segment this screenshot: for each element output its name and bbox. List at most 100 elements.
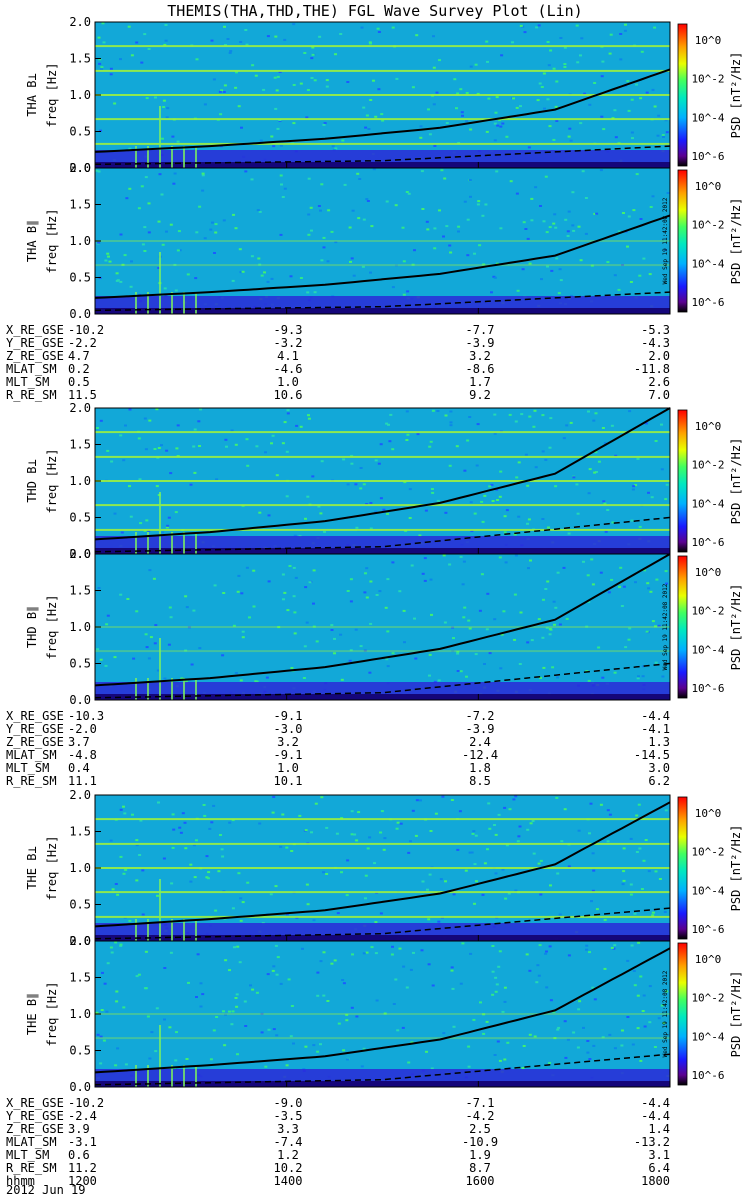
spectral-speckle <box>463 469 467 472</box>
ephemeris-value: 6.2 <box>648 774 670 788</box>
spectral-speckle <box>196 953 200 956</box>
transient-spike <box>135 146 137 168</box>
spectral-speckle <box>138 478 142 481</box>
spectral-speckle <box>302 677 306 679</box>
spectral-speckle <box>533 409 537 412</box>
spectral-speckle <box>97 587 101 589</box>
spectral-speckle <box>270 135 274 138</box>
spectral-speckle <box>443 177 447 180</box>
spectral-speckle <box>199 408 203 411</box>
footer-date: 2012 Jun 19 <box>6 1183 85 1197</box>
spectral-speckle <box>241 630 245 633</box>
spectral-speckle <box>275 973 279 976</box>
spectral-speckle <box>628 627 632 630</box>
spectral-speckle <box>350 462 354 465</box>
spectral-speckle <box>342 458 346 461</box>
spectral-speckle <box>451 987 455 990</box>
spectral-speckle <box>500 633 504 636</box>
spectral-speckle <box>635 814 639 817</box>
spectral-speckle <box>665 131 669 134</box>
spectral-speckle <box>554 105 558 108</box>
spectral-speckle <box>579 54 582 57</box>
spectral-speckle <box>540 86 544 88</box>
spectral-speckle <box>630 944 634 947</box>
spectral-speckle <box>306 903 310 906</box>
spectral-speckle <box>427 108 430 111</box>
spectral-speckle <box>384 606 388 609</box>
spectral-speckle <box>539 205 542 207</box>
colorbar-tick-label: 10^-4 <box>691 111 724 124</box>
spectral-speckle <box>594 451 598 454</box>
spectral-speckle <box>272 796 276 798</box>
spectral-speckle <box>370 225 374 228</box>
spectral-speckle <box>470 530 474 533</box>
spectral-speckle <box>429 440 433 443</box>
spectral-speckle <box>506 1041 510 1044</box>
spectral-speckle <box>532 852 536 855</box>
spectral-speckle <box>304 517 307 520</box>
spectral-speckle <box>534 466 538 469</box>
y-tick-label: 1.5 <box>69 584 91 598</box>
y-tick-label: 1.0 <box>69 474 91 488</box>
spectral-speckle <box>637 941 641 944</box>
spectral-speckle <box>476 203 480 206</box>
spectral-speckle <box>491 970 495 973</box>
spectral-speckle <box>285 450 289 453</box>
spectral-speckle <box>299 82 303 85</box>
ephemeris-name: Z_RE_GSE <box>6 1122 64 1136</box>
spectral-speckle <box>362 952 366 955</box>
spectral-speckle <box>491 500 495 502</box>
spectral-speckle <box>311 475 315 478</box>
spectral-speckle <box>378 590 382 593</box>
spectral-speckle <box>537 618 541 621</box>
spectral-speckle <box>456 650 460 653</box>
spectral-speckle <box>578 1000 582 1003</box>
spectral-speckle <box>348 659 352 662</box>
transient-spike <box>147 919 149 941</box>
spectral-speckle <box>372 168 376 171</box>
spectral-speckle <box>593 212 597 215</box>
spectral-speckle <box>553 1037 557 1040</box>
spectral-speckle <box>569 139 573 142</box>
spectral-speckle <box>601 427 605 429</box>
spectral-speckle <box>195 996 198 998</box>
spectral-speckle <box>361 265 365 268</box>
spectral-speckle <box>336 912 340 915</box>
ephemeris-value: 3.9 <box>68 1122 90 1136</box>
spectral-speckle <box>548 125 552 128</box>
spectral-speckle <box>505 509 509 512</box>
spectral-speckle <box>500 54 504 57</box>
spectral-speckle <box>375 594 379 596</box>
spectral-speckle <box>187 981 190 984</box>
spectral-speckle <box>221 855 225 858</box>
spectral-speckle <box>279 845 283 848</box>
spectral-speckle <box>565 617 569 620</box>
spectral-speckle <box>449 251 453 254</box>
ephemeris-value: 0.2 <box>68 362 90 376</box>
spectral-speckle <box>608 52 612 55</box>
low-frequency-band <box>95 162 670 168</box>
colorbar <box>677 23 688 167</box>
spectral-speckle <box>569 421 573 424</box>
spectral-speckle <box>386 578 390 581</box>
spectral-speckle <box>556 1028 560 1031</box>
spectral-speckle <box>262 88 266 91</box>
spectral-speckle <box>346 81 350 83</box>
spectral-speckle <box>563 46 567 49</box>
spectral-speckle <box>214 909 218 912</box>
spectral-speckle <box>181 812 185 815</box>
spectral-speckle <box>444 511 448 514</box>
spectral-speckle <box>379 443 383 446</box>
ephemeris-value: -3.0 <box>274 722 303 736</box>
spectral-speckle <box>606 261 610 264</box>
spectral-speckle <box>279 144 283 147</box>
spectral-speckle <box>281 813 285 816</box>
spectral-speckle <box>281 573 285 576</box>
spectral-speckle <box>465 92 469 94</box>
spectral-speckle <box>487 802 491 805</box>
spectral-speckle <box>255 445 259 448</box>
spectral-speckle <box>310 831 313 834</box>
spectral-speckle <box>147 231 151 234</box>
spectral-speckle <box>382 848 386 851</box>
gyrofrequency-curve <box>94 407 671 541</box>
